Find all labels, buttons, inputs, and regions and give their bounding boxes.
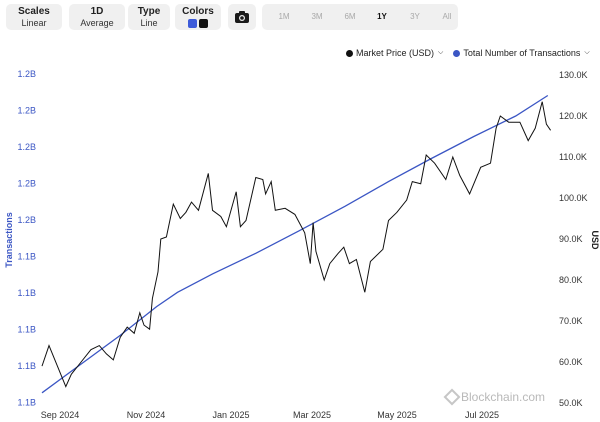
market-price-series-line [41, 101, 552, 388]
scales-selector[interactable]: Scales Linear [6, 4, 62, 30]
watermark-label: Blockchain.com [461, 390, 546, 404]
right-axis-tick-label: 80.0K [559, 275, 583, 285]
range-all-button[interactable]: All [442, 12, 452, 21]
time-range-selector: 1M 3M 6M 1Y 3Y All [262, 4, 458, 30]
chevron-down-icon: ⌵ [438, 49, 444, 56]
legend-market-price[interactable]: Market Price (USD) ⌵ [346, 48, 443, 58]
scales-value: Linear [21, 18, 47, 28]
x-axis-tick-label: Mar 2025 [293, 410, 331, 420]
right-axis-tick-label: 130.0K [559, 70, 588, 80]
right-axis-title: USD [590, 230, 600, 250]
range-1m-button[interactable]: 1M [278, 12, 290, 21]
transactions-dot-icon [453, 49, 461, 57]
chevron-down-icon: ⌵ [584, 49, 590, 56]
right-axis-tick-label: 50.0K [559, 398, 583, 408]
interval-label: 1D [90, 6, 104, 17]
left-axis-tick-label: 1.2B [17, 142, 36, 152]
right-axis-tick-label: 90.0K [559, 234, 583, 244]
type-selector[interactable]: Type Line [128, 4, 170, 30]
left-axis-tick-label: 1.1B [17, 325, 36, 335]
legend-transactions[interactable]: Total Number of Transactions ⌵ [453, 48, 590, 58]
interval-selector[interactable]: 1D Average [69, 4, 125, 30]
range-1y-button[interactable]: 1Y [377, 12, 387, 21]
range-6m-button[interactable]: 6M [344, 12, 356, 21]
x-axis-tick-label: May 2025 [377, 410, 417, 420]
interval-value: Average [80, 18, 114, 28]
colors-selector[interactable]: Colors [175, 4, 221, 30]
left-axis-tick-label: 1.2B [17, 179, 36, 189]
right-axis-tick-label: 60.0K [559, 357, 583, 367]
blockchain-logo-icon [443, 388, 461, 406]
right-axis-tick-label: 70.0K [559, 316, 583, 326]
x-axis-tick-label: Nov 2024 [127, 410, 166, 420]
camera-icon [235, 11, 249, 23]
legend-transactions-label: Total Number of Transactions [463, 48, 581, 58]
right-axis-tick-label: 110.0K [559, 152, 587, 162]
screenshot-button[interactable] [228, 4, 256, 30]
legend-market-price-label: Market Price (USD) [356, 48, 435, 58]
range-3y-button[interactable]: 3Y [410, 12, 420, 21]
market-price-dot-icon [346, 49, 353, 57]
left-axis-title: Transactions [4, 212, 14, 268]
left-axis-tick-label: 1.2B [17, 106, 36, 116]
x-axis-tick-label: Jul 2025 [465, 410, 499, 420]
range-3m-button[interactable]: 3M [311, 12, 323, 21]
right-axis-tick-label: 120.0K [559, 111, 588, 121]
left-axis-tick-label: 1.1B [17, 398, 36, 408]
left-axis-tick-label: 1.1B [17, 252, 36, 262]
scales-label: Scales [18, 6, 50, 17]
colors-label: Colors [182, 6, 214, 17]
right-axis-tick-label: 100.0K [559, 193, 588, 203]
transactions-series-line [41, 94, 549, 394]
left-axis-tick-label: 1.2B [17, 69, 36, 79]
blue-color-swatch[interactable] [188, 19, 197, 28]
type-label: Type [137, 6, 161, 17]
watermark: Blockchain.com [443, 388, 546, 406]
left-axis-tick-label: 1.1B [17, 361, 36, 371]
black-color-swatch[interactable] [199, 19, 208, 28]
left-axis-tick-label: 1.2B [17, 215, 36, 225]
left-axis-tick-label: 1.1B [17, 288, 36, 298]
type-value: Line [140, 18, 158, 28]
x-axis-tick-label: Sep 2024 [41, 410, 80, 420]
x-axis-tick-label: Jan 2025 [212, 410, 249, 420]
chart-legend: Market Price (USD) ⌵ Total Number of Tra… [346, 48, 590, 58]
